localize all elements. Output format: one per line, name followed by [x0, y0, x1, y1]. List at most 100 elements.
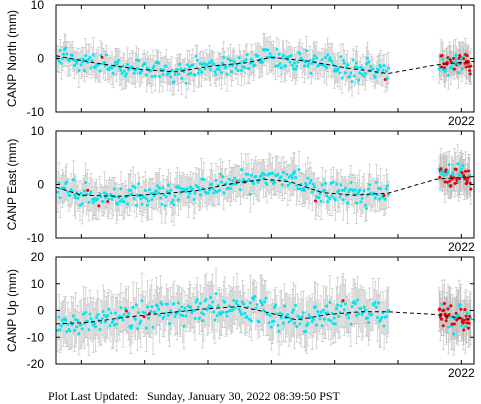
data-point: [385, 184, 389, 188]
data-point: [152, 194, 156, 198]
data-point: [124, 309, 128, 313]
data-point: [109, 193, 113, 197]
data-point: [66, 190, 70, 194]
data-point: [352, 74, 356, 78]
data-point: [155, 304, 159, 308]
data-point: [211, 300, 215, 304]
data-point: [136, 66, 140, 70]
data-point: [332, 316, 336, 320]
data-point: [137, 58, 141, 62]
data-point: [150, 305, 154, 309]
data-point: [309, 178, 313, 182]
data-point: [122, 200, 126, 204]
data-point: [225, 72, 229, 76]
data-point-recent: [464, 314, 468, 318]
data-point-recent: [446, 170, 450, 174]
data-point: [96, 313, 100, 317]
data-point: [108, 324, 112, 328]
data-point: [88, 312, 92, 316]
data-point-recent: [447, 163, 451, 167]
data-point-recent: [440, 65, 444, 69]
data-point: [120, 72, 124, 76]
data-point: [268, 314, 272, 318]
data-point: [236, 68, 240, 72]
data-point: [176, 301, 180, 305]
data-point-recent: [469, 64, 473, 68]
data-point: [255, 303, 259, 307]
data-point: [323, 181, 327, 185]
data-point: [379, 187, 383, 191]
data-point: [357, 312, 361, 316]
data-point-recent: [453, 181, 457, 185]
data-point: [295, 325, 299, 329]
data-point: [338, 195, 342, 199]
data-point-recent: [445, 180, 449, 184]
data-point-recent: [447, 73, 451, 77]
data-point: [227, 177, 231, 181]
data-point: [325, 65, 329, 69]
data-point: [151, 325, 155, 329]
data-point: [106, 314, 110, 318]
data-point-recent: [468, 173, 472, 177]
data-point: [367, 187, 371, 191]
y-tick-label: 10: [31, 124, 45, 138]
data-point-recent: [457, 180, 461, 184]
data-point-recent: [452, 322, 456, 326]
data-point: [357, 78, 361, 82]
data-point: [77, 332, 81, 336]
data-point-recent: [445, 172, 449, 176]
data-point: [305, 49, 309, 53]
data-point-recent: [454, 58, 458, 62]
data-point: [144, 73, 148, 77]
data-point: [90, 59, 94, 63]
data-point: [213, 318, 217, 322]
data-point-recent: [459, 167, 463, 171]
data-point: [75, 325, 79, 329]
data-point: [194, 54, 198, 58]
data-point: [133, 317, 137, 321]
data-point: [160, 202, 164, 206]
data-point: [216, 304, 220, 308]
data-point-recent: [453, 61, 457, 65]
footer-timestamp: Sunday, January 30, 2022 08:39:50 PST: [147, 389, 340, 403]
data-point-recent: [455, 178, 459, 182]
data-point: [134, 303, 138, 307]
data-point: [237, 179, 241, 183]
data-point: [58, 328, 62, 332]
data-point: [210, 182, 214, 186]
data-point-recent: [457, 314, 461, 318]
data-point: [212, 310, 216, 314]
data-point: [358, 71, 362, 75]
data-point: [97, 204, 101, 208]
data-point: [247, 66, 251, 70]
data-point: [57, 59, 61, 63]
data-point: [335, 182, 339, 186]
data-point: [248, 301, 252, 305]
data-point: [225, 314, 229, 318]
data-point: [262, 308, 266, 312]
data-point: [302, 188, 306, 192]
data-point: [193, 191, 197, 195]
data-point: [154, 189, 158, 193]
data-point: [200, 311, 204, 315]
footer-label: Plot Last Updated:: [48, 389, 138, 403]
data-point: [187, 65, 191, 69]
data-point: [387, 308, 390, 312]
data-point: [340, 76, 344, 80]
data-point: [340, 188, 344, 192]
data-point: [342, 61, 346, 65]
data-point: [363, 203, 367, 207]
y-tick-label: 0: [37, 52, 44, 66]
data-point: [89, 66, 93, 70]
data-point: [223, 300, 227, 304]
data-point: [199, 301, 203, 305]
data-point: [354, 61, 358, 65]
data-point: [280, 56, 284, 60]
data-point: [130, 192, 134, 196]
data-point: [213, 70, 217, 74]
y-tick-label: 10: [31, 277, 45, 291]
data-point-recent: [445, 60, 449, 64]
data-point-recent: [444, 68, 448, 72]
data-point: [382, 324, 386, 328]
data-point: [231, 63, 235, 67]
